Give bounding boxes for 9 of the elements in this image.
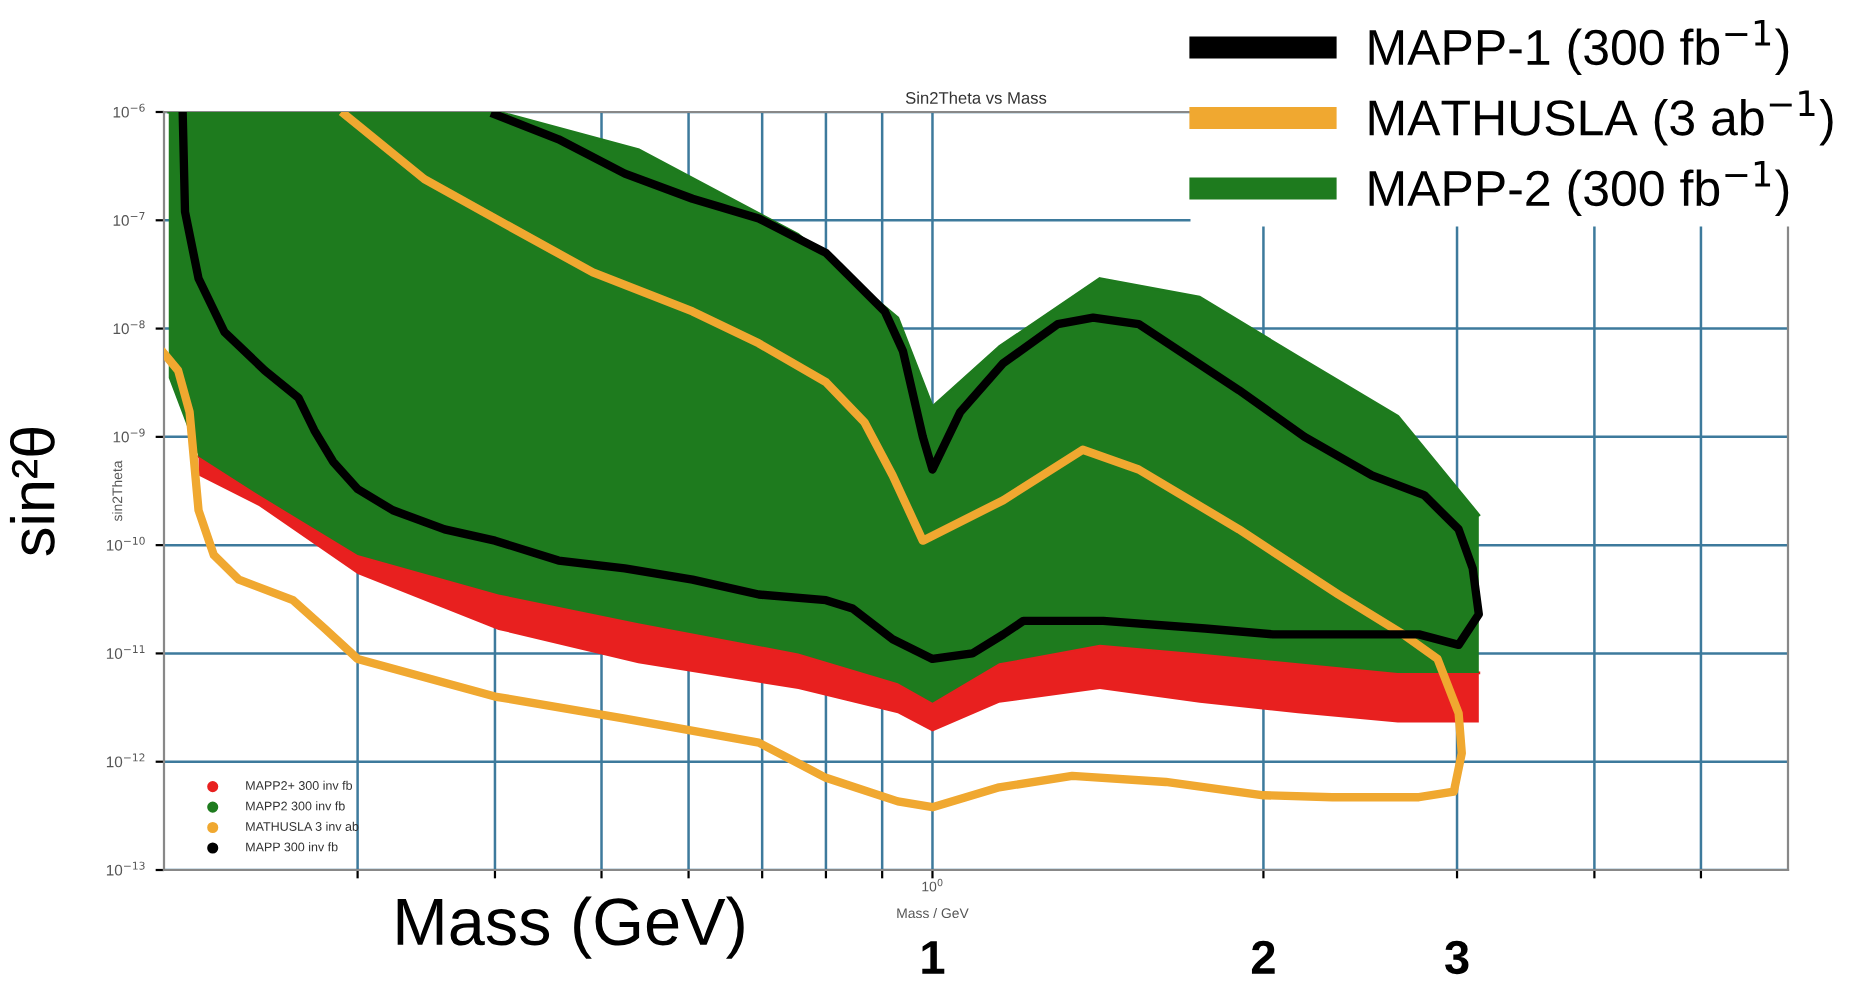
legend-label: MAPP-2 (300 fb$^{−1}$) [1369, 161, 1789, 217]
legend-label: MAPP-1 (300 fb$^{−1}$) [1369, 20, 1789, 76]
x-tick-label: 2 [1251, 940, 1275, 974]
x-tick-label: 3 [1444, 940, 1469, 975]
legend-label: MATHUSLA (3 ab$^{−1}$) [1369, 90, 1833, 146]
x-tick-label: 1 [922, 941, 945, 974]
y-axis-title: sin²θ [9, 427, 55, 556]
chart-title: Sin2Theta vs Mass [905, 91, 1047, 104]
x-axis-title: Mass (GeV) [397, 896, 744, 959]
